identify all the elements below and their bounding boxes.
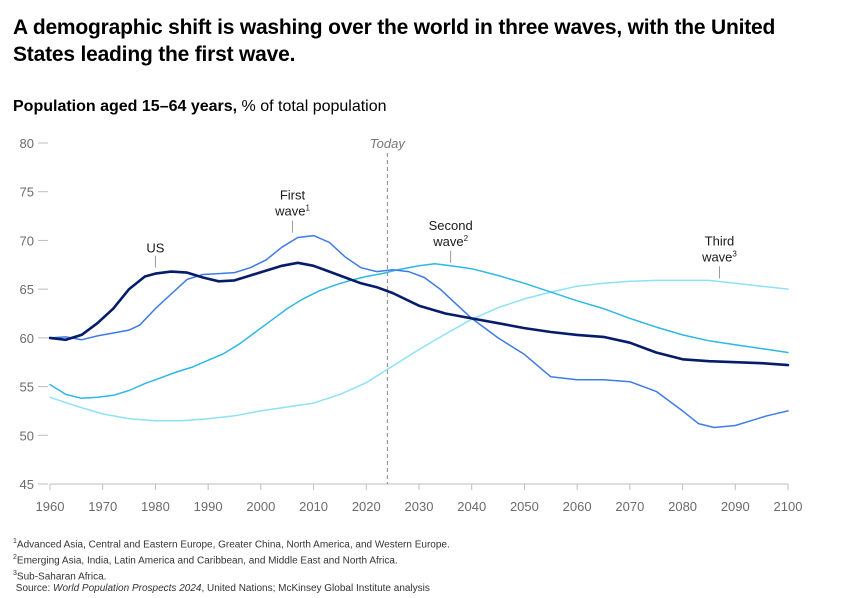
x-tick-label: 2070 (615, 499, 644, 514)
subtitle-unit: % of total population (237, 98, 387, 115)
annotation-label: First (280, 188, 306, 203)
y-tick-label: 70 (20, 233, 34, 248)
line-chart: 45 50 55 60 65 70 75 80 1960 1970 1980 1990 2000 201… (20, 136, 803, 514)
x-tick-label: 1990 (194, 499, 223, 514)
x-tick-label: 2100 (774, 499, 803, 514)
x-tick-label: 1960 (36, 499, 65, 514)
series-line-first (49, 234, 789, 429)
x-tick-label: 1970 (88, 499, 117, 514)
x-tick-label: 2000 (246, 499, 275, 514)
x-tick-label: 2090 (721, 499, 750, 514)
chart-title: A demographic shift is washing over the … (13, 16, 776, 66)
x-tick-label: 2020 (352, 499, 381, 514)
x-axis: 1960 1970 1980 1990 2000 2010 2020 2030 2040 2050… (36, 483, 803, 514)
chart-subtitle: Population aged 15–64 years, % of total … (13, 97, 387, 117)
x-tick-label: 2080 (668, 499, 697, 514)
annotation-label: Third (705, 233, 735, 248)
footnote-3: 3Sub-Saharan Africa. (13, 569, 107, 582)
annotation-label: wave3 (701, 249, 737, 264)
subtitle-bold: Population aged 15–64 years, (13, 98, 238, 115)
y-tick-label: 75 (20, 185, 34, 200)
x-tick-label: 2060 (563, 499, 592, 514)
x-tick-label: 1980 (141, 499, 170, 514)
annotation-label: Second (429, 218, 473, 233)
source-note: Source: World Population Prospects 2024,… (15, 583, 430, 595)
annotation-label: US (146, 241, 164, 256)
today-marker: Today (370, 136, 406, 484)
y-tick-label: 50 (20, 428, 34, 443)
x-tick-label: 2040 (457, 499, 486, 514)
x-tick-label: 2050 (510, 499, 539, 514)
footnote-1: 1Advanced Asia, Central and Eastern Euro… (13, 538, 450, 551)
x-tick-label: 2010 (299, 499, 328, 514)
y-tick-label: 65 (20, 282, 34, 297)
y-tick-label: 45 (20, 477, 34, 492)
y-axis: 45 50 55 60 65 70 75 80 (20, 136, 48, 492)
series-line-third (49, 279, 789, 422)
x-tick-label: 2030 (405, 499, 434, 514)
series-lines (48, 234, 790, 429)
today-label: Today (370, 136, 406, 151)
y-tick-label: 60 (20, 331, 34, 346)
series-line-second (49, 263, 789, 400)
y-tick-label: 80 (20, 136, 34, 151)
footnote-2: 2Emerging Asia, India, Latin America and… (13, 553, 398, 567)
footnotes: 1Advanced Asia, Central and Eastern Euro… (13, 536, 450, 596)
annotation-label: wave1 (274, 204, 310, 219)
series-line-us (48, 261, 790, 367)
y-tick-label: 55 (20, 380, 34, 395)
annotation-label: wave2 (432, 234, 468, 249)
